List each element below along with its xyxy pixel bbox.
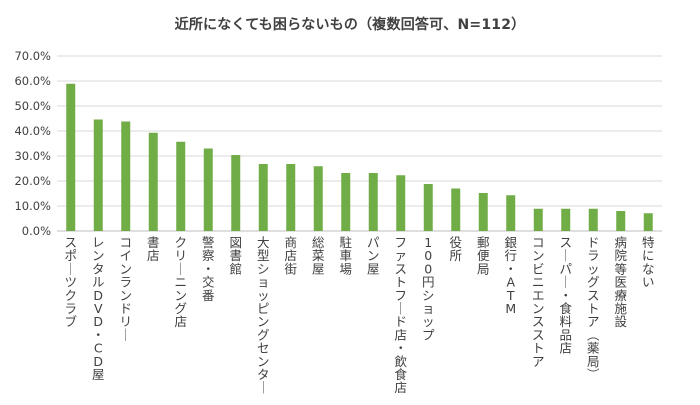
y-tick-label: 20.0% [14,174,51,188]
bar [258,164,268,231]
x-category-label: 総菜屋 [312,235,325,276]
bar [66,83,76,231]
x-category-label: ファストフ｜ド店・飲食店 [394,235,407,395]
x-category-label: 銀行・ A T M [504,235,517,316]
bar [93,119,103,231]
x-category-label: コンビニエンスストア [532,235,545,369]
x-category-label: 大型ショッピングセンタ｜ [257,235,270,395]
bar [451,188,461,231]
x-category-label: 病院等医療施設 [614,235,627,329]
x-category-label: 図書館 [229,235,242,276]
bar [176,141,186,231]
x-category-label: コインランドリ｜ [119,235,132,342]
y-axis-ticks: 0.0% 10.0% 20.0% 30.0% 40.0% 50.0% 60.0% 70.0% [14,49,51,238]
x-category-label: 書店 [147,235,160,263]
bar [231,155,241,231]
bar [121,121,131,231]
y-tick-label: 40.0% [14,124,51,138]
bar [423,184,433,231]
y-tick-label: 30.0% [14,149,51,163]
x-category-label: 郵便局 [477,235,490,276]
x-category-label: 商店街 [284,235,297,276]
bar [396,175,406,231]
bar [286,164,296,231]
bar [203,148,213,231]
x-category-label: ドラッグストア︵薬局︶ [587,235,600,382]
bar [506,195,516,231]
bar [533,208,543,231]
x-category-label: ス｜パ｜・食料品店 [559,235,572,356]
y-tick-label: 10.0% [14,199,51,213]
x-category-label: パン屋 [367,235,380,276]
x-category-label: スポ｜ツクラブ [64,235,77,329]
bar [616,211,626,231]
y-tick-label: 50.0% [14,99,51,113]
bar [561,208,571,231]
x-category-label: 駐車場 [339,235,352,276]
gridlines [57,55,662,232]
x-category-label: 警察・交番 [202,235,215,303]
y-tick-label: 0.0% [22,224,51,238]
x-category-label: クリ｜ニング店 [174,235,187,329]
bar [588,208,598,231]
x-axis-labels: スポ｜ツクラブ レンタル D V D ・ C D 屋 コインランドリ｜ 書店 クリ｜ニング店 警察・交番… [64,235,654,395]
chart-title: 近所になくても困らないもの（複数回答可、N=112） [174,17,526,33]
y-tick-label: 70.0% [14,49,51,63]
x-category-label: レンタル D V D ・ C D 屋 [92,235,105,382]
bars [66,83,653,231]
y-tick-label: 60.0% [14,74,51,88]
bar [368,173,378,231]
bar [478,193,488,231]
x-category-label: 1 0 0 円ショップ [422,235,435,342]
bar [313,166,323,231]
x-category-label: 特にない [642,235,655,290]
bar [643,213,653,231]
bar [341,173,351,231]
x-category-label: 役所 [449,235,462,263]
bar [148,132,158,231]
